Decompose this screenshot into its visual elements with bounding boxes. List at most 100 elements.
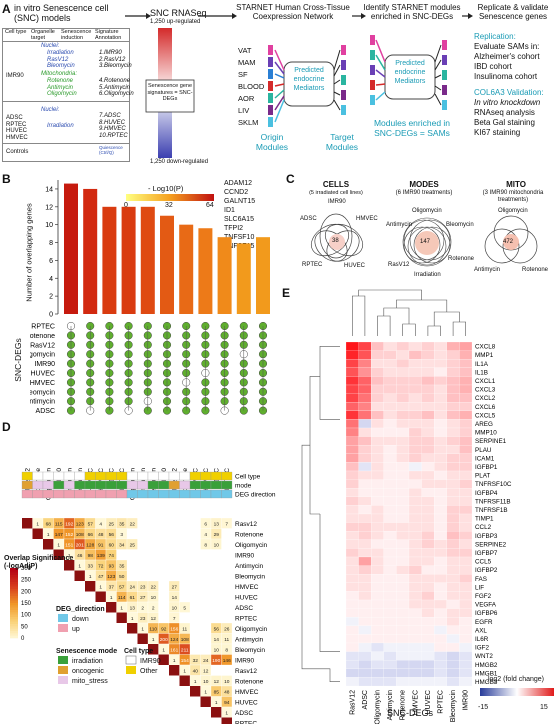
e-heat-cell (358, 548, 372, 558)
d-cell-value: 1 (183, 668, 186, 674)
e-heat-cell (396, 651, 410, 661)
d-mode-title: Senescence mode (56, 648, 118, 655)
e-heat-cell (421, 522, 435, 532)
d-cell-value: 66 (88, 532, 94, 538)
d-legend-swatch (10, 607, 18, 611)
e-heat-cell (371, 350, 384, 360)
organelle-nuclei: Nuclei: (41, 43, 60, 49)
rep-item-2: IBD cohort (474, 62, 512, 71)
d-deg-cell (137, 489, 149, 499)
d-bar-label: mode (235, 483, 252, 490)
e-heat-cell (345, 445, 359, 454)
e-heat-cell (421, 341, 435, 351)
dot-row-label: Oligomycin (30, 352, 55, 359)
e-heat-cell (434, 539, 447, 549)
e-heat-cell (371, 625, 384, 635)
colorbar-tick-0: 0 (124, 202, 128, 209)
e-heat-cell (459, 410, 473, 420)
e-heat-cell (459, 625, 473, 635)
e-heat-cell (396, 599, 410, 609)
e-heat-cell (421, 488, 435, 497)
e-heat-cell (358, 660, 372, 669)
e-heat-cell (434, 453, 447, 463)
d-cell-value: 152 (65, 532, 73, 538)
d-cell-value: 48 (98, 532, 104, 538)
d-legend-swatch (10, 575, 18, 578)
d-cell-value: 115 (55, 521, 63, 527)
e-heat-cell (446, 436, 460, 446)
e-heat-cell (421, 453, 435, 463)
d-legend-swatch (10, 600, 18, 604)
e-heat-cell (383, 505, 397, 515)
d-deg-cell (189, 489, 201, 499)
overlap-heatmap: Rasv12 Rotenone Oligomycin IMR90 Antimycin Bl… (10, 468, 276, 724)
d-legend-swatch (10, 582, 18, 585)
d-legend-swatch (10, 572, 18, 576)
e-heat-cell (446, 453, 460, 463)
venn-cells-hmvec: HMVEC (356, 216, 378, 222)
e-heat-cell (345, 410, 359, 420)
gene-ccnd2: CCND2 (224, 189, 249, 196)
e-heat-cell (459, 445, 473, 454)
e-heat-cell (408, 539, 422, 549)
d-cell-value: 37 (109, 584, 115, 590)
tissue-sklm: SKLM (238, 118, 259, 127)
d-celltype-cell (105, 471, 117, 481)
e-heat-cell (421, 419, 435, 429)
e-heat-cell (371, 642, 384, 652)
d-cell-value: 154 (181, 658, 189, 664)
d-deg-cell (221, 489, 233, 499)
e-heat-cell (396, 384, 410, 394)
e-gene-label: IGFBP6 (475, 610, 498, 617)
d-mode-onc: oncogenic (72, 668, 104, 675)
e-heat-cell (345, 479, 359, 489)
d-legend-swatch (10, 577, 18, 580)
e-col-label: Bleomycin (450, 690, 457, 722)
e-heat-cell (446, 470, 460, 480)
sig-1: 1.IMR90 (99, 50, 122, 56)
e-heat-cell (358, 427, 372, 437)
d-cell-value: 48 (224, 689, 230, 695)
colorbar-tick-32: 32 (165, 202, 173, 209)
bar-6 (160, 215, 174, 314)
e-heat-cell (434, 651, 447, 661)
d-celltype-cell (126, 471, 138, 481)
d-mode-cell (32, 480, 44, 490)
e-heat-cell (396, 393, 410, 403)
gene-slc6a15: SLC6A15 (224, 216, 254, 223)
bar-5 (140, 206, 155, 314)
e-gene-label: IGFBP7 (475, 550, 498, 557)
d-cell-value: 10 (214, 542, 220, 548)
e-heat-cell (459, 574, 473, 583)
d-cell-value: 190 (212, 658, 220, 664)
induction-bleomycin: Bleomycin (47, 63, 75, 69)
down-regulated-label: 1,250 down-regulated (150, 159, 209, 165)
e-heat-cell (434, 505, 447, 515)
e-heat-cell (396, 479, 410, 489)
e-gene-label: PLAT (475, 473, 490, 480)
nuclei-signature-list: 1.IMR90 2.RasV12 3.Bleomycin (99, 50, 132, 70)
e-gene-label: WNT2 (475, 653, 493, 660)
d-mode-cell (63, 480, 75, 490)
gene-adam12: ADAM12 (224, 180, 253, 187)
mito-signature-list: 4.Rotenone 5.Antimycin 6.Oligomycin (99, 78, 134, 98)
e-heat-cell (358, 651, 372, 661)
venn-modes (402, 217, 452, 267)
e-heat-cell (408, 522, 422, 532)
e-heat-cell (396, 376, 410, 386)
d-heat-cell (221, 517, 233, 529)
bar-8 (198, 228, 213, 314)
dot-row-label: HUVEC (30, 371, 55, 378)
cell-huvec: HUVEC (6, 128, 28, 134)
panel-b-dot-ylabel: SNC-DEGs (13, 338, 23, 382)
d-diag-cell (116, 612, 127, 623)
e-colorbar (480, 688, 554, 696)
d-heat-cell (126, 517, 138, 529)
induction-oligomycin: Oligomycin (47, 91, 77, 97)
d-legend-swatch (10, 617, 18, 620)
d-celltype-cell (137, 471, 149, 481)
e-heat-cell (421, 531, 435, 540)
e-heat-cell (408, 376, 422, 386)
replication-block: Replication: Evaluate SAMs in: Alzheimer… (474, 32, 558, 138)
